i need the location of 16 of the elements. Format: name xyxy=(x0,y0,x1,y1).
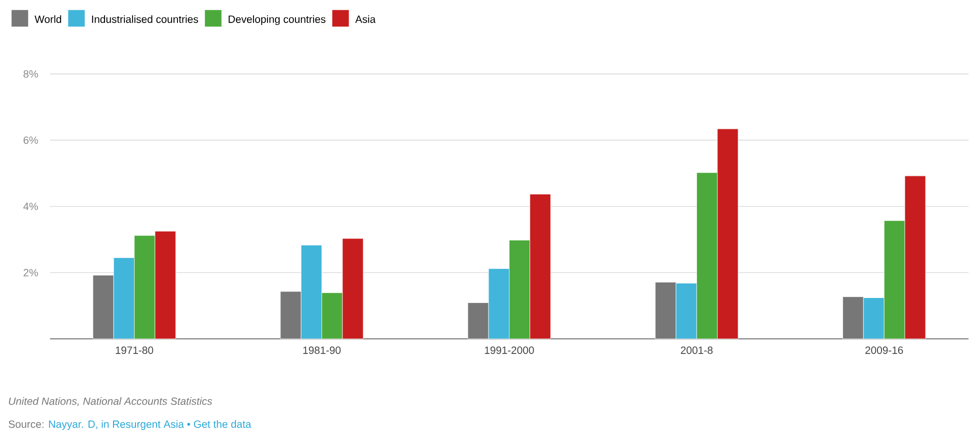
legend-label: Industrialised countries xyxy=(92,15,198,24)
x-tick-label: 2001-8 xyxy=(680,346,713,354)
y-tick-label: 2% xyxy=(24,269,38,276)
x-tick-label: 1981-90 xyxy=(303,346,341,354)
x-tick-label: 2009-16 xyxy=(865,346,903,354)
x-tick-label: 1991-2000 xyxy=(484,346,534,354)
y-tick-label: 4% xyxy=(23,202,38,210)
y-tick-label: 6% xyxy=(24,136,38,144)
legend-label: Asia xyxy=(355,15,376,24)
legend-label: Developing countries xyxy=(228,15,326,26)
legend-label: World xyxy=(34,15,62,24)
text: United Nations, National Accounts Statistics xyxy=(8,397,212,406)
x-tick-label: 1971-80 xyxy=(116,346,154,354)
source-note: Source: xyxy=(8,420,44,428)
y-tick-label: 8% xyxy=(24,70,38,78)
text: Nayyar. D, in Resurgent Asia • Get the data xyxy=(49,420,252,430)
